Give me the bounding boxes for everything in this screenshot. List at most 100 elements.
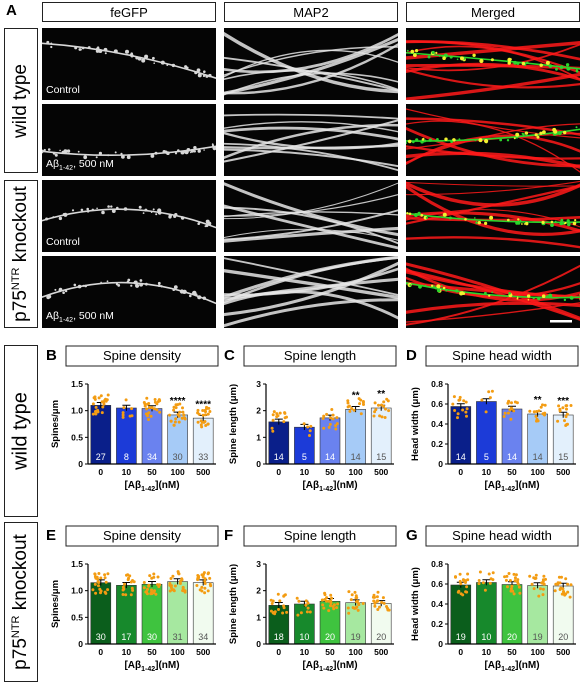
data-point — [180, 577, 184, 581]
data-point — [177, 420, 181, 424]
data-point — [346, 399, 350, 403]
data-point — [100, 411, 104, 415]
data-point — [503, 411, 507, 415]
data-point — [302, 422, 306, 426]
data-point — [487, 390, 491, 394]
data-point — [323, 598, 327, 601]
data-point — [173, 584, 177, 588]
error-bar — [122, 404, 131, 411]
data-point — [328, 422, 332, 426]
data-point — [103, 590, 107, 594]
micrograph-merged-1 — [406, 28, 580, 100]
data-point — [150, 406, 154, 410]
data-point — [566, 582, 570, 586]
data-point — [329, 416, 333, 420]
data-point — [172, 423, 176, 427]
data-point — [358, 402, 362, 406]
chart-panel-g: G Spine head width 0 0.2 0.4 0.6 0.8 Head width… — [406, 525, 579, 673]
data-point — [330, 408, 334, 411]
data-point — [466, 578, 470, 582]
data-point — [378, 605, 381, 609]
micrograph-merged-3 — [406, 180, 580, 252]
data-point — [561, 587, 565, 591]
data-point — [506, 585, 509, 589]
data-point — [569, 583, 573, 587]
data-point — [271, 413, 275, 417]
n-label: 31 — [173, 632, 183, 642]
data-point — [506, 411, 510, 415]
data-point — [208, 410, 212, 413]
data-point — [380, 415, 384, 419]
row-label-p75-knockout: p75NTR knockout — [4, 180, 38, 328]
data-point — [561, 406, 565, 410]
data-point — [332, 607, 336, 611]
n-label: 10 — [481, 632, 491, 642]
data-point — [196, 420, 200, 424]
data-point — [180, 416, 184, 420]
data-point — [558, 588, 562, 591]
x-tick-label: 0 — [276, 647, 281, 657]
data-point — [271, 429, 275, 433]
data-point — [336, 602, 340, 606]
error-bar — [274, 418, 283, 425]
n-label: 30 — [96, 632, 106, 642]
data-point — [510, 401, 513, 405]
section-label-wild-type: wild type — [4, 345, 38, 517]
data-point — [477, 579, 481, 582]
data-point — [541, 587, 545, 591]
section-label-wild-type-text: wild type — [9, 392, 32, 470]
micrograph-merged-4 — [406, 256, 580, 328]
data-point — [91, 588, 95, 592]
data-point — [347, 590, 351, 594]
data-point — [183, 589, 187, 593]
data-point — [282, 606, 286, 610]
data-point — [530, 582, 534, 586]
data-point — [277, 608, 280, 611]
data-point — [270, 426, 274, 430]
error-bar — [482, 398, 491, 405]
data-point — [386, 608, 390, 612]
n-label: 20 — [507, 632, 517, 642]
x-tick-label: 100 — [349, 647, 363, 657]
data-point — [509, 587, 513, 591]
data-point — [557, 404, 561, 408]
data-point — [275, 412, 279, 416]
data-point — [106, 588, 110, 592]
data-point — [177, 414, 181, 418]
data-point — [203, 582, 207, 585]
data-point — [537, 594, 541, 598]
n-label: 18 — [274, 632, 284, 642]
data-point — [299, 611, 303, 615]
error-bar — [533, 582, 542, 589]
x-axis-label: [Aβ1-42](nM) — [484, 660, 539, 673]
data-point — [276, 592, 280, 596]
data-point — [502, 415, 506, 418]
y-tick-label: 1.0 — [71, 586, 83, 596]
data-point — [200, 425, 204, 429]
chart-title: Spine head width — [452, 528, 552, 543]
data-point — [556, 581, 560, 585]
data-point — [568, 595, 572, 599]
y-tick-label: 0.2 — [431, 439, 443, 449]
data-point — [539, 405, 543, 409]
data-point — [149, 592, 153, 596]
data-point — [304, 603, 308, 607]
data-point — [465, 585, 469, 589]
data-point — [142, 581, 146, 584]
data-point — [321, 603, 325, 607]
data-point — [282, 420, 286, 424]
data-point — [121, 411, 125, 415]
micrograph-map2-1 — [224, 28, 398, 100]
data-point — [325, 412, 329, 416]
row-label-wild-type-text: wild type — [10, 63, 31, 138]
data-point — [556, 419, 560, 423]
data-point — [535, 410, 539, 413]
significance-label: *** — [557, 396, 569, 407]
data-point — [359, 398, 363, 402]
data-point — [532, 410, 536, 414]
data-point — [150, 576, 154, 580]
data-point — [347, 611, 351, 615]
micrograph-merged-2 — [406, 104, 580, 176]
data-point — [361, 602, 365, 605]
data-point — [129, 580, 133, 584]
